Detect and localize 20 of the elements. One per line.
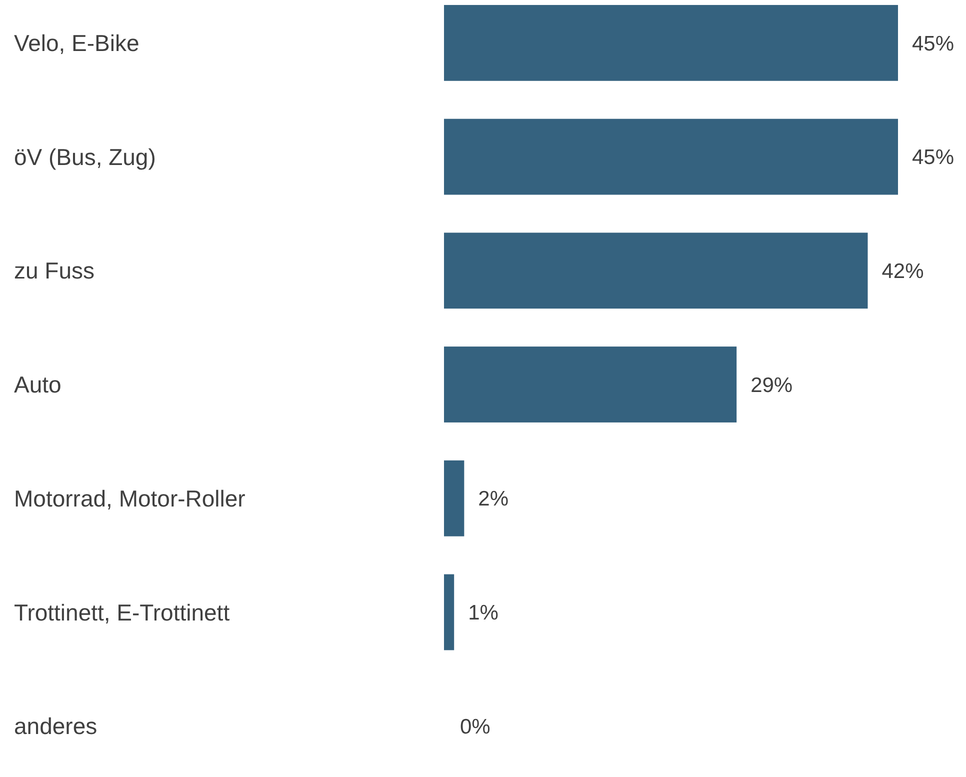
y-tick-label: Velo, E-Bike xyxy=(14,30,140,56)
data-label: 2% xyxy=(478,488,509,511)
data-label: 45% xyxy=(912,32,954,56)
data-label: 29% xyxy=(750,374,793,397)
y-tick-label: Trottinett, E-Trottinett xyxy=(14,599,230,626)
bar xyxy=(444,118,898,195)
y-tick-label: zu Fuss xyxy=(14,258,95,284)
data-label: 0% xyxy=(460,715,490,738)
bar xyxy=(444,460,464,536)
data-label: 42% xyxy=(882,260,924,283)
bar xyxy=(444,346,737,422)
bar xyxy=(444,4,898,81)
data-label: 1% xyxy=(468,602,498,625)
data-label: 45% xyxy=(912,146,954,170)
y-tick-label: Auto xyxy=(14,372,62,398)
y-tick-label: öV (Bus, Zug) xyxy=(14,144,156,170)
y-tick-label: anderes xyxy=(14,713,98,740)
bar xyxy=(444,574,454,650)
y-tick-label: Motorrad, Motor-Roller xyxy=(14,485,246,512)
bar xyxy=(444,232,868,309)
